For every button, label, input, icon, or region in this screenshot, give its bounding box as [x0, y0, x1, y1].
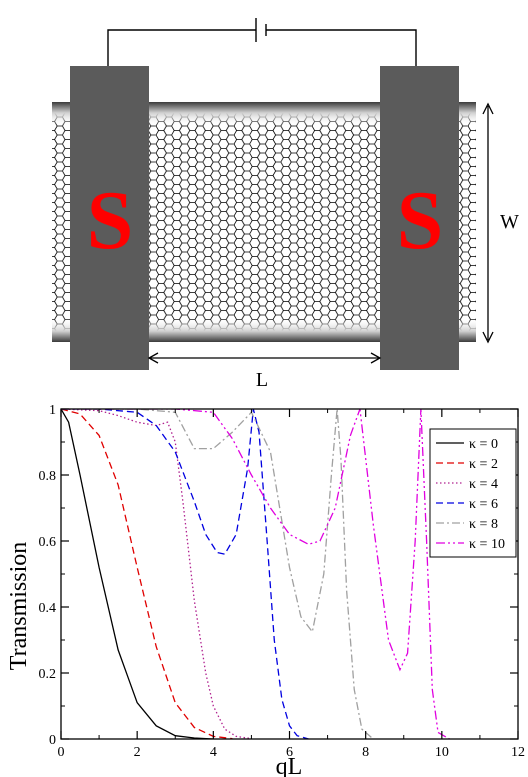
legend-entry-label: κ = 4 — [469, 477, 498, 492]
legend: κ = 0 κ = 2 κ = 4 κ = 6 κ = 8 κ = 10 — [429, 428, 517, 558]
length-arrow — [147, 352, 382, 364]
contact-left — [70, 66, 149, 370]
x-tick-label: 12 — [511, 745, 525, 760]
x-tick-label: 8 — [362, 745, 369, 760]
contact-right-label: S — [397, 174, 444, 267]
y-tick-label: 0 — [49, 733, 56, 748]
axes: 0 2 4 6 8 10 12 0 0.2 0.4 0.6 0.8 1 — [39, 403, 526, 760]
width-label: W — [500, 211, 519, 233]
device-schematic: S S W L — [52, 18, 519, 391]
legend-entry-label: κ = 10 — [469, 537, 505, 552]
plot-area — [61, 409, 450, 739]
x-tick-label: 6 — [286, 745, 293, 760]
y-tick-label: 0.4 — [39, 601, 57, 616]
x-tick-label: 2 — [134, 745, 141, 760]
battery-circuit — [107, 18, 417, 66]
x-tick-label: 10 — [435, 745, 449, 760]
series-line-kappa-1 — [61, 409, 233, 739]
legend-entry-label: κ = 8 — [469, 517, 498, 532]
y-tick-label: 0.8 — [39, 469, 57, 484]
series-line-kappa-3 — [61, 409, 309, 739]
legend-entry-label: κ = 6 — [469, 497, 498, 512]
legend-entry-label: κ = 0 — [469, 437, 498, 452]
y-tick-label: 0.2 — [39, 667, 57, 682]
legend-entry-label: κ = 2 — [469, 457, 498, 472]
y-tick-label: 0.6 — [39, 535, 57, 550]
series-line-kappa-2 — [61, 409, 252, 739]
series-line-kappa-4 — [61, 409, 374, 739]
x-tick-label: 0 — [58, 745, 65, 760]
legend-box — [429, 428, 517, 558]
length-label: L — [256, 369, 268, 391]
y-axis-label: Transmission — [6, 542, 32, 670]
series-line-kappa-5 — [61, 409, 450, 739]
x-tick-label: 4 — [210, 745, 217, 760]
series-line-kappa-0 — [61, 409, 214, 739]
contact-right — [380, 66, 459, 370]
contact-left-label: S — [87, 174, 134, 267]
x-axis-label: qL — [276, 754, 303, 777]
width-arrow — [482, 102, 494, 344]
y-tick-label: 1 — [49, 403, 56, 418]
